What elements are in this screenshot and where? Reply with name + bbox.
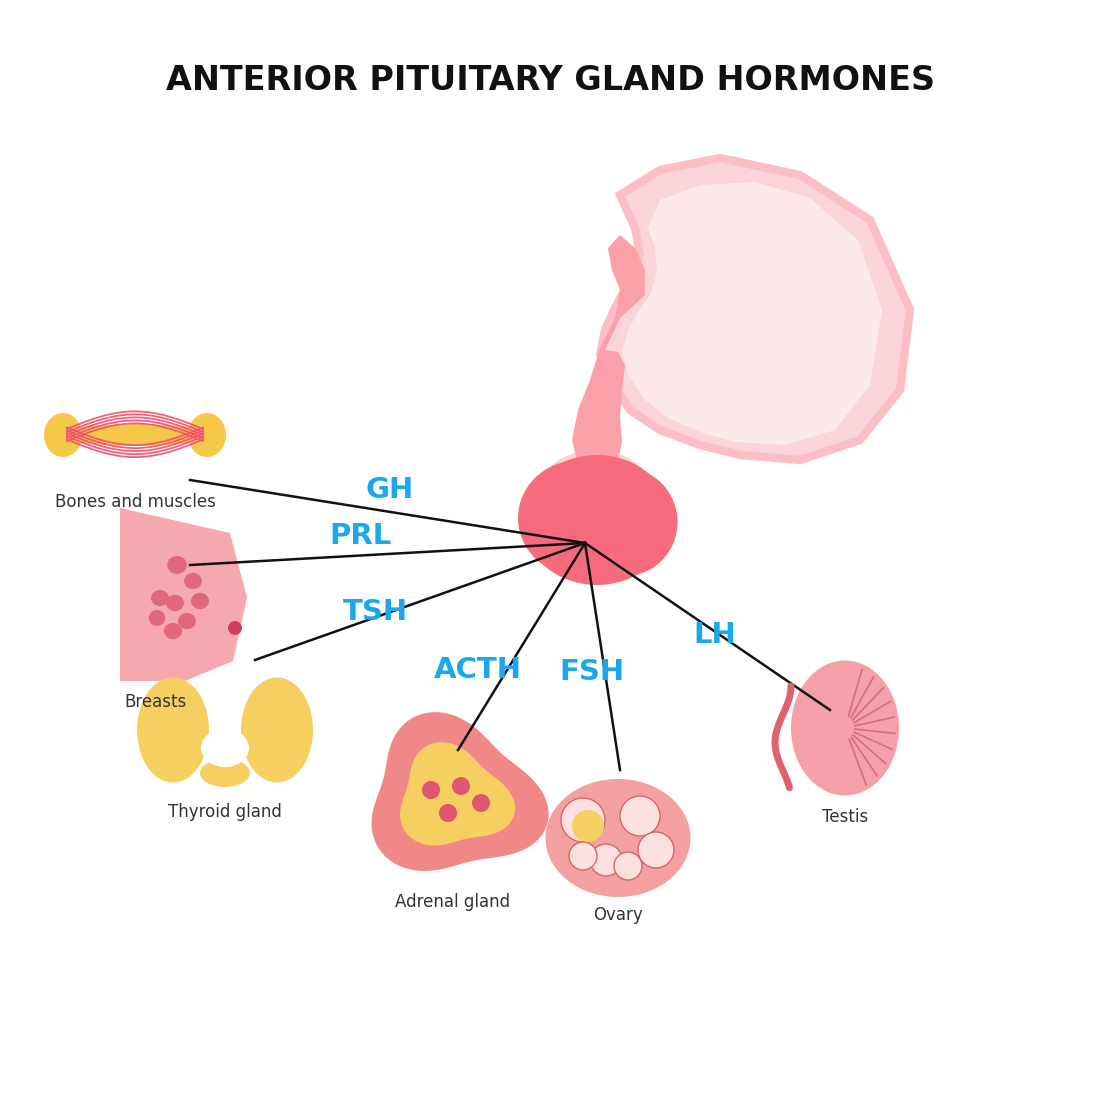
Text: Thyroid gland: Thyroid gland bbox=[168, 803, 282, 821]
Text: ANTERIOR PITUITARY GLAND HORMONES: ANTERIOR PITUITARY GLAND HORMONES bbox=[165, 64, 935, 97]
Circle shape bbox=[569, 842, 597, 870]
Ellipse shape bbox=[201, 729, 249, 767]
Ellipse shape bbox=[191, 593, 209, 609]
Ellipse shape bbox=[178, 613, 196, 629]
Text: GH: GH bbox=[366, 476, 414, 504]
Ellipse shape bbox=[151, 590, 169, 606]
Circle shape bbox=[638, 832, 674, 868]
Circle shape bbox=[472, 794, 490, 812]
Ellipse shape bbox=[148, 609, 165, 626]
Polygon shape bbox=[572, 235, 645, 480]
Text: ACTH: ACTH bbox=[434, 656, 522, 684]
Ellipse shape bbox=[522, 455, 671, 585]
Text: Testis: Testis bbox=[822, 808, 868, 826]
Ellipse shape bbox=[530, 450, 660, 570]
Circle shape bbox=[561, 798, 605, 842]
Circle shape bbox=[452, 777, 470, 795]
Polygon shape bbox=[400, 742, 515, 846]
Ellipse shape bbox=[164, 623, 182, 639]
Text: PRL: PRL bbox=[329, 522, 392, 550]
Text: TSH: TSH bbox=[342, 598, 408, 626]
Ellipse shape bbox=[44, 412, 82, 456]
Ellipse shape bbox=[572, 468, 678, 576]
Circle shape bbox=[422, 781, 440, 799]
Circle shape bbox=[620, 796, 660, 836]
Polygon shape bbox=[120, 508, 248, 681]
Ellipse shape bbox=[138, 678, 209, 782]
Ellipse shape bbox=[546, 779, 691, 896]
Ellipse shape bbox=[200, 759, 250, 786]
Text: Bones and muscles: Bones and muscles bbox=[55, 493, 216, 512]
Ellipse shape bbox=[184, 573, 202, 590]
Text: Ovary: Ovary bbox=[593, 906, 642, 924]
Polygon shape bbox=[621, 182, 882, 446]
Circle shape bbox=[439, 804, 456, 822]
Text: LH: LH bbox=[694, 621, 736, 649]
Ellipse shape bbox=[166, 595, 184, 612]
Ellipse shape bbox=[188, 412, 226, 456]
Ellipse shape bbox=[167, 556, 187, 574]
Polygon shape bbox=[372, 712, 549, 871]
Text: FSH: FSH bbox=[560, 658, 625, 686]
Circle shape bbox=[590, 844, 621, 876]
Ellipse shape bbox=[241, 678, 314, 782]
Ellipse shape bbox=[791, 660, 899, 795]
Text: Adrenal gland: Adrenal gland bbox=[395, 893, 510, 911]
Circle shape bbox=[572, 810, 604, 842]
Circle shape bbox=[228, 621, 242, 635]
Circle shape bbox=[614, 852, 642, 880]
Ellipse shape bbox=[57, 424, 212, 446]
Text: Breasts: Breasts bbox=[124, 693, 186, 711]
Ellipse shape bbox=[518, 461, 638, 575]
Polygon shape bbox=[600, 158, 910, 460]
